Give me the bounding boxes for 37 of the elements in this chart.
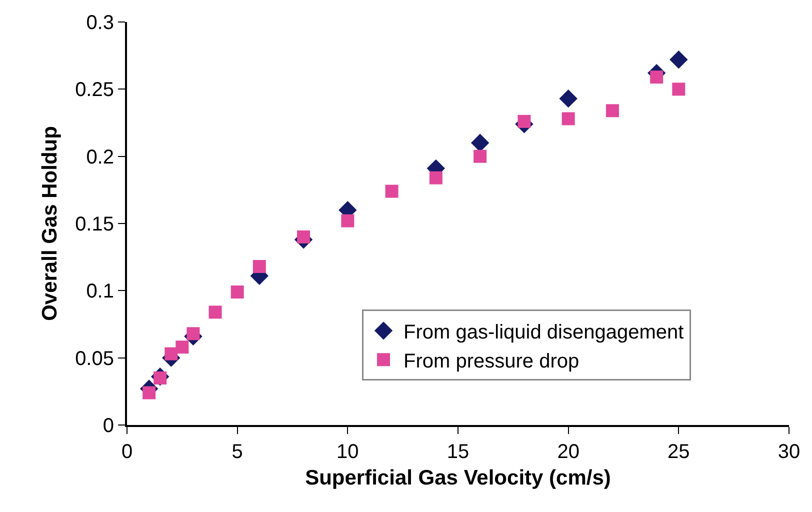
point <box>559 89 578 108</box>
legend-label: From gas-liquid disengagement <box>404 321 684 344</box>
point <box>670 50 688 69</box>
point <box>142 386 156 400</box>
x-tick-label: 20 <box>557 441 580 463</box>
point <box>297 230 310 244</box>
y-tick-label: 0.1 <box>86 280 114 303</box>
y-tick-label: 0.25 <box>75 79 114 102</box>
x-axis-title: Superficial Gas Velocity (cm/s) <box>305 466 611 490</box>
y-tick-label: 0.05 <box>75 348 114 370</box>
point <box>252 260 266 273</box>
point <box>650 70 664 84</box>
x-tick-label: 0 <box>121 441 133 463</box>
point <box>164 347 178 360</box>
y-tick-label: 0.15 <box>75 214 114 236</box>
point <box>518 114 531 128</box>
point <box>341 214 354 228</box>
point <box>208 306 222 319</box>
point <box>176 340 189 354</box>
point <box>230 286 244 299</box>
x-tick-label: 25 <box>668 441 690 463</box>
point <box>385 184 398 198</box>
y-axis-title: Overall Gas Holdup <box>38 126 62 321</box>
x-tick-label: 30 <box>778 441 800 463</box>
point <box>562 112 575 126</box>
y-tick-label: 0.3 <box>86 12 114 34</box>
point <box>474 150 487 163</box>
point <box>429 171 442 184</box>
point <box>470 134 490 152</box>
point <box>606 104 619 118</box>
x-tick-label: 15 <box>446 441 470 463</box>
x-tick-label: 10 <box>336 441 359 463</box>
y-tick-label: 0.2 <box>86 146 114 168</box>
legend-label: From pressure drop <box>404 350 580 372</box>
point <box>672 82 686 96</box>
y-tick-label: 0 <box>102 415 114 437</box>
x-tick-label: 5 <box>232 441 243 463</box>
